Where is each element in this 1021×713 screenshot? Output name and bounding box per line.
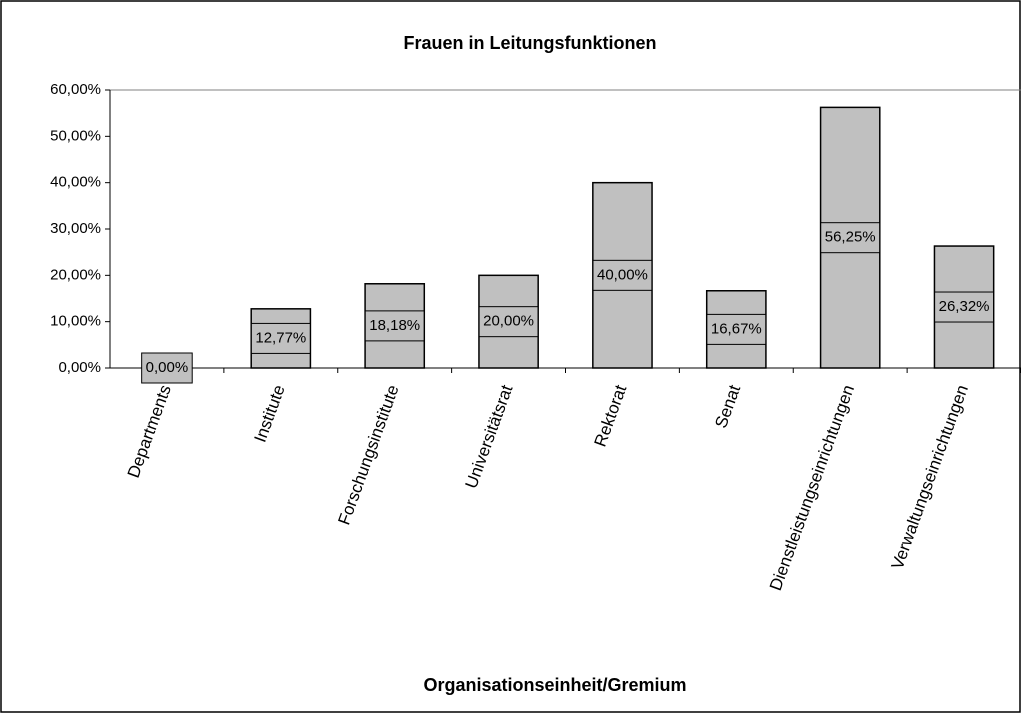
data-label: 40,00% <box>597 266 648 283</box>
data-label-box <box>364 310 425 342</box>
data-label-box <box>478 306 539 338</box>
y-tick-label: 30,00% <box>50 220 101 237</box>
y-tick-label: 40,00% <box>50 174 101 191</box>
data-label: 12,77% <box>255 329 306 346</box>
data-label: 20,00% <box>483 313 534 330</box>
data-label-box <box>592 259 653 291</box>
y-tick-label: 20,00% <box>50 266 101 283</box>
data-label: 0,00% <box>146 359 189 376</box>
data-label-box <box>141 352 193 384</box>
y-tick-label: 50,00% <box>50 127 101 144</box>
data-label-box <box>250 322 311 354</box>
data-label: 16,67% <box>711 320 762 337</box>
chart-title: Frauen in Leitungsfunktionen <box>404 33 657 53</box>
data-label: 18,18% <box>369 317 420 334</box>
y-tick-label: 10,00% <box>50 313 101 330</box>
data-label: 56,25% <box>825 229 876 246</box>
y-tick-label: 0,00% <box>58 359 101 376</box>
data-label-box <box>934 291 994 323</box>
y-tick-label: 60,00% <box>50 81 101 98</box>
data-label-box <box>820 222 881 254</box>
data-label-box <box>706 313 767 345</box>
x-axis-title: Organisationseinheit/Gremium <box>423 675 686 695</box>
data-label: 26,32% <box>939 298 990 315</box>
